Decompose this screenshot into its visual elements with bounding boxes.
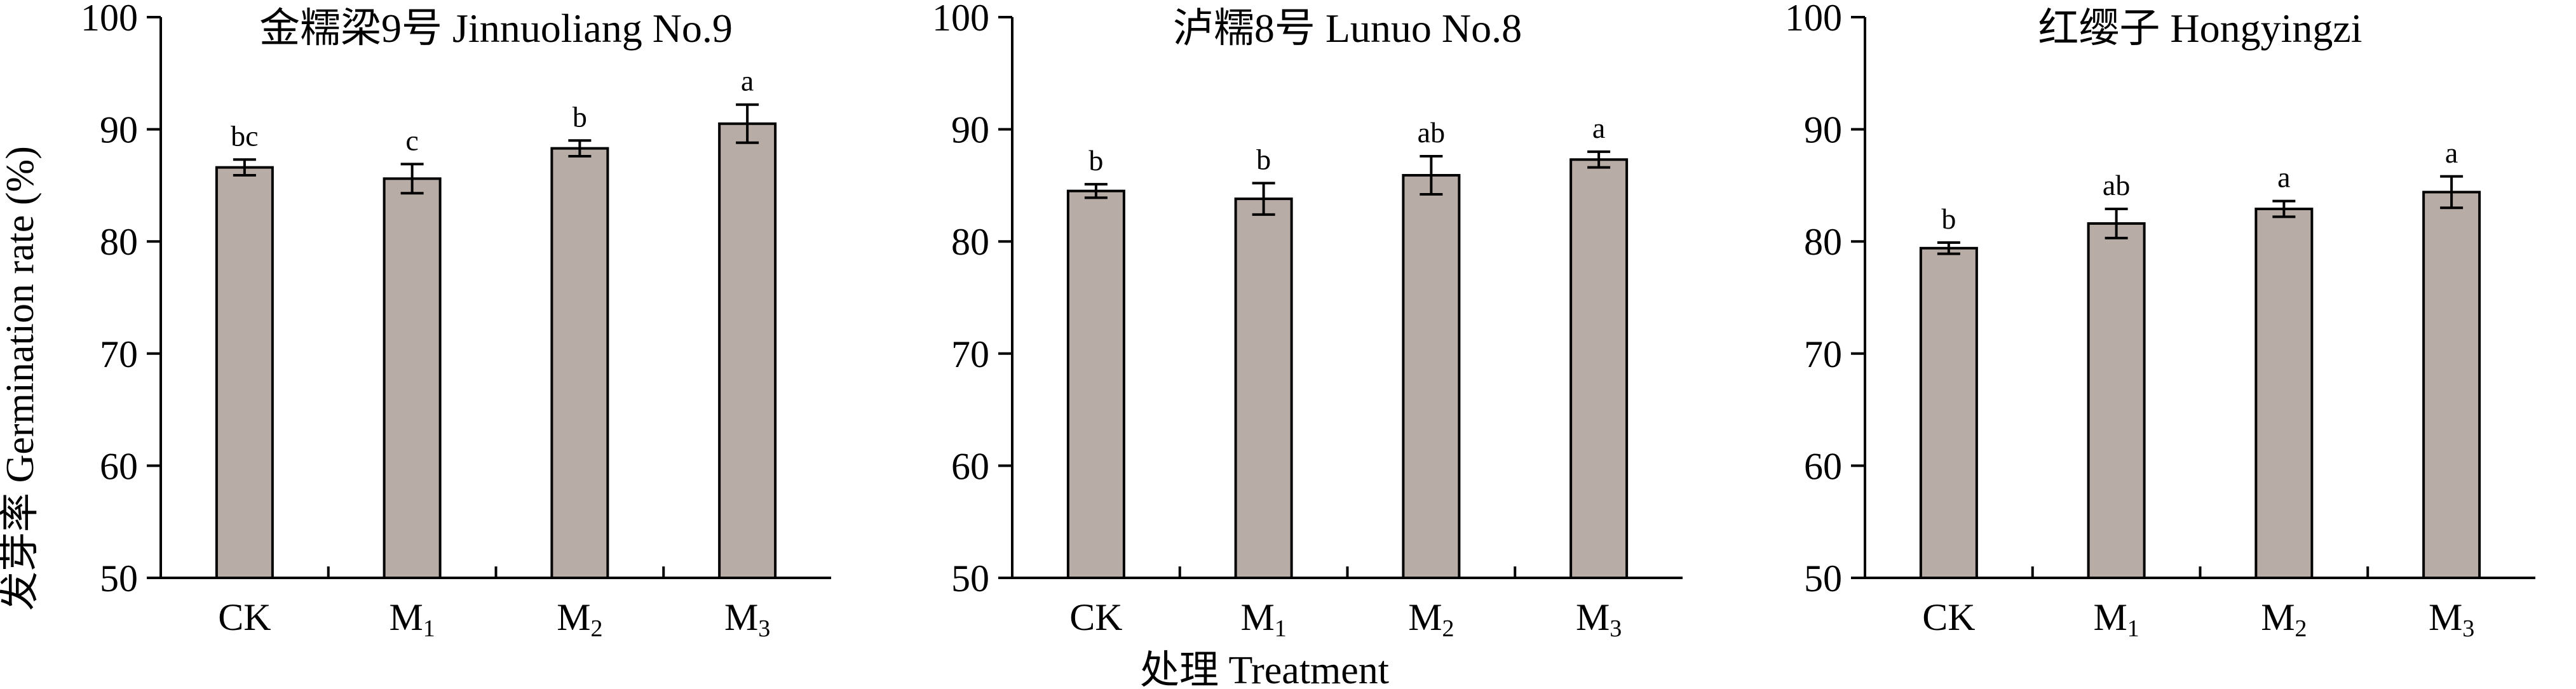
significance-letter: a	[1592, 112, 1605, 144]
y-axis-label: 发芽率 Germination rate (%)	[0, 146, 42, 611]
y-tick-label: 60	[951, 445, 989, 487]
significance-letter: c	[405, 124, 418, 156]
y-tick-label: 80	[1804, 221, 1842, 263]
significance-letter: ab	[2103, 169, 2130, 201]
x-tick-label: M1	[1240, 596, 1286, 642]
bar	[2254, 207, 2314, 579]
panel-title: 金糯梁9号 Jinnuoliang No.9	[259, 6, 733, 51]
y-tick-label: 60	[100, 445, 138, 487]
significance-letter: b	[1088, 144, 1103, 177]
y-tick-label: 70	[951, 333, 989, 375]
y-tick-label: 80	[951, 221, 989, 263]
panel-title: 泸糯8号 Lunuo No.8	[1173, 6, 1522, 51]
significance-letter: a	[2277, 161, 2290, 194]
y-tick-label: 100	[1785, 0, 1842, 39]
error-bar	[2272, 199, 2296, 218]
x-tick-label: M1	[389, 596, 435, 642]
axes-frame	[159, 17, 831, 579]
bar	[2087, 222, 2146, 580]
bar	[550, 147, 609, 579]
bar	[1066, 189, 1125, 580]
significance-letter: bc	[231, 119, 258, 152]
error-bar	[400, 163, 424, 195]
y-tick-label: 50	[951, 558, 989, 599]
x-tick-label: M1	[2093, 596, 2139, 642]
significance-letter: b	[573, 100, 587, 133]
error-bar	[2440, 175, 2464, 210]
significance-letter: a	[2445, 137, 2458, 169]
axes-frame	[1864, 17, 2535, 579]
y-tick-label: 90	[1804, 109, 1842, 151]
axes-frame	[1011, 17, 1683, 579]
x-tick-label: M3	[724, 596, 770, 642]
y-tick-label: 50	[1804, 558, 1842, 599]
error-bar	[1252, 182, 1275, 216]
bar	[1234, 197, 1293, 580]
y-tick-label: 100	[932, 0, 989, 39]
y-tick-label: 100	[81, 0, 138, 39]
error-bar	[1084, 183, 1108, 199]
significance-letter: b	[1256, 143, 1271, 175]
x-tick-label: M2	[557, 596, 602, 642]
error-bar	[736, 103, 759, 144]
error-bar	[568, 139, 592, 157]
bar	[1569, 158, 1629, 580]
y-tick-label: 60	[1804, 445, 1842, 487]
bar	[1402, 174, 1461, 580]
x-tick-label: CK	[218, 596, 271, 638]
error-bar	[1587, 150, 1611, 169]
chart-panel-1: 金糯梁9号 Jinnuoliang No.9 50 60 70 80 90 100 bc CK c…	[81, 0, 831, 642]
bar	[215, 166, 274, 580]
x-tick-label: M2	[1408, 596, 1454, 642]
x-tick-label: M3	[2429, 596, 2474, 642]
bar	[2422, 191, 2481, 580]
x-axis-label: 处理 Treatment	[1140, 649, 1389, 689]
x-tick-label: M3	[1576, 596, 1622, 642]
error-bar	[1937, 241, 1960, 255]
y-tick-label: 70	[1804, 333, 1842, 375]
significance-letter: a	[741, 65, 754, 97]
y-tick-label: 90	[100, 109, 138, 151]
bar	[383, 177, 442, 579]
chart-panel-3: 红缨子 Hongyingzi 50 60 70 80 90 100 b CK ab M1 a M2 a M3	[1785, 0, 2535, 642]
x-tick-label: CK	[1069, 596, 1122, 638]
significance-letter: ab	[1418, 116, 1445, 149]
panel-title: 红缨子 Hongyingzi	[2038, 6, 2362, 51]
y-tick-label: 80	[100, 221, 138, 263]
bar	[1919, 246, 1978, 579]
y-tick-label: 90	[951, 109, 989, 151]
y-tick-label: 50	[100, 558, 138, 599]
error-bar	[233, 158, 256, 177]
x-tick-label: CK	[1922, 596, 1975, 638]
chart-panel-2: 泸糯8号 Lunuo No.8 50 60 70 80 90 100 b CK b M1 ab M2 a M…	[932, 0, 1683, 642]
error-bar	[1420, 154, 1443, 196]
y-tick-label: 70	[100, 333, 138, 375]
significance-letter: b	[1941, 203, 1956, 235]
bar	[718, 122, 777, 579]
x-tick-label: M2	[2261, 596, 2307, 642]
error-bar	[2105, 207, 2128, 239]
